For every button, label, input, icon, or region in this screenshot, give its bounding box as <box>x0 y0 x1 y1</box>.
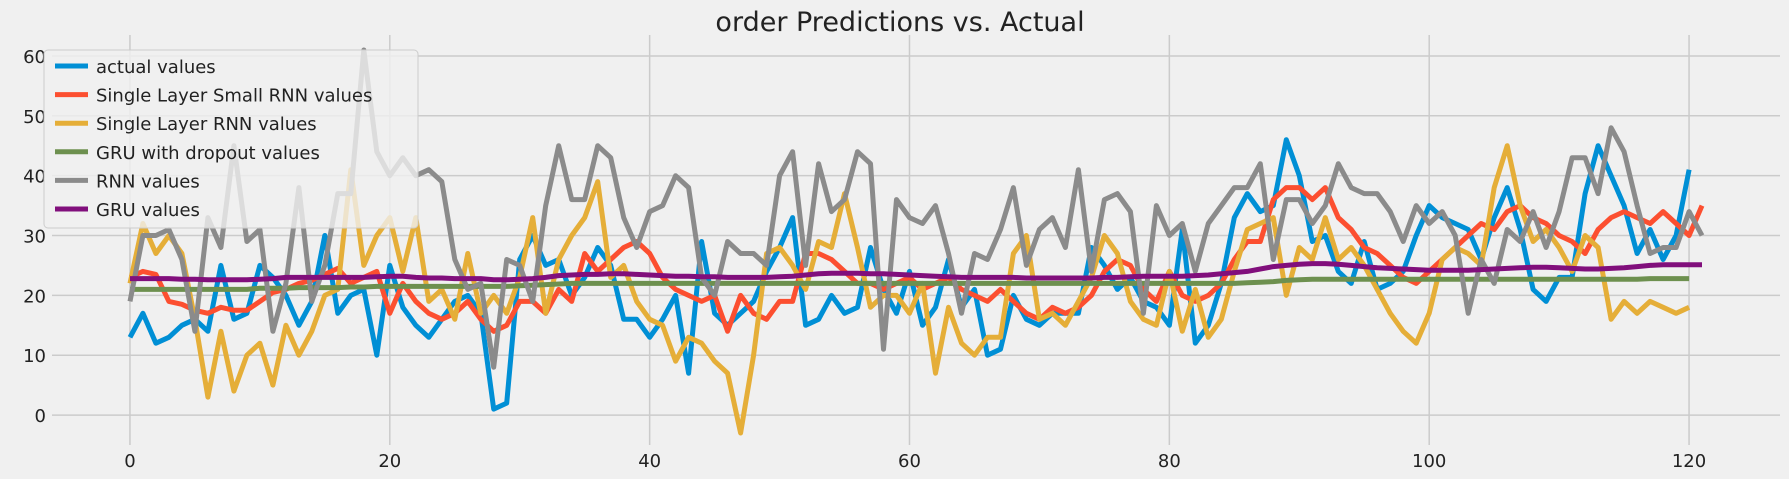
legend-label: RNN values <box>96 171 200 192</box>
x-tick-label: 20 <box>378 451 401 472</box>
legend-label: actual values <box>96 57 216 78</box>
legend-box <box>43 49 419 229</box>
legend-label: Single Layer RNN values <box>96 114 317 135</box>
y-tick-label: 20 <box>23 286 46 307</box>
y-tick-label: 60 <box>23 47 46 68</box>
series-line-4 <box>130 276 1690 292</box>
x-tick-label: 80 <box>1158 451 1181 472</box>
legend: actual values Single Layer Small RNN valu… <box>43 49 419 229</box>
y-tick-label: 30 <box>23 227 46 248</box>
y-axis-ticks: 0 10 20 30 40 50 60 <box>23 47 46 427</box>
y-tick-label: 0 <box>35 406 46 427</box>
series-line-1 <box>127 137 1692 412</box>
y-tick-label: 10 <box>23 346 46 367</box>
y-tick-label: 40 <box>23 167 46 188</box>
x-tick-label: 100 <box>1412 451 1446 472</box>
legend-label: GRU values <box>96 200 200 221</box>
y-tick-label: 50 <box>23 107 46 128</box>
x-tick-label: 0 <box>124 451 135 472</box>
x-tick-label: 40 <box>638 451 661 472</box>
x-tick-label: 120 <box>1672 451 1706 472</box>
x-axis-ticks: 0 20 40 60 80 100 120 <box>124 451 1706 472</box>
x-tick-label: 60 <box>898 451 921 472</box>
chart-title: order Predictions vs. Actual <box>715 7 1084 38</box>
legend-label: Single Layer Small RNN values <box>96 86 372 107</box>
legend-label: GRU with dropout values <box>96 143 320 164</box>
series-line-6 <box>130 261 1702 283</box>
